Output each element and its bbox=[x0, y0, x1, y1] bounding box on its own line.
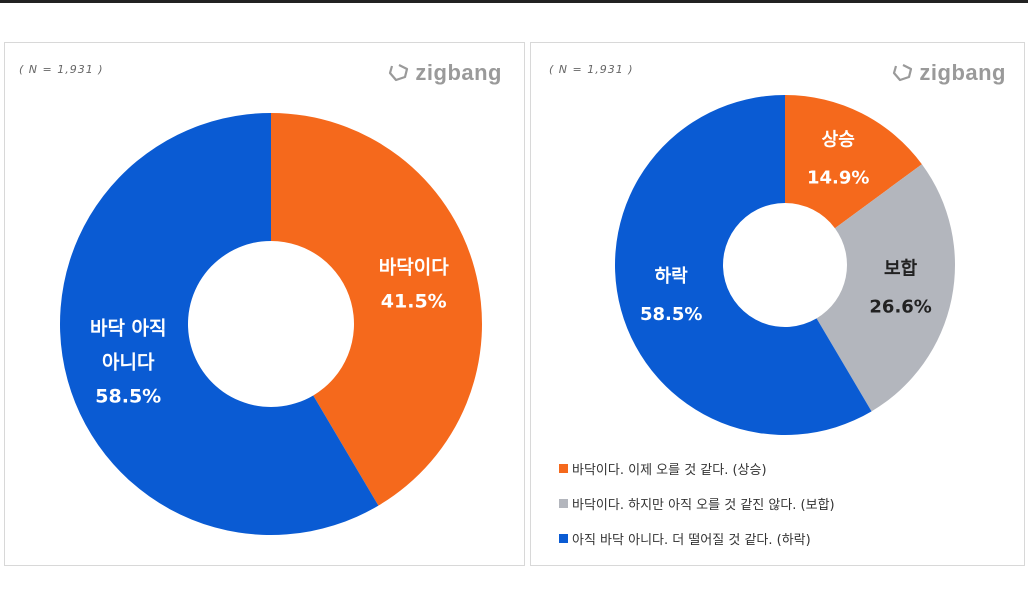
slice-category-label: 보합 bbox=[884, 258, 918, 280]
chart-panel-2: ( N = 1,931 ) zigbang 상승 14.9% 보합 26.6% 하락 58… bbox=[530, 42, 1025, 566]
slice-value-label: 26.6% bbox=[869, 297, 931, 318]
slice-category-label: 상승 bbox=[822, 130, 855, 151]
donut-slice bbox=[60, 113, 379, 535]
slice-category-label: 바닥 아직 bbox=[90, 318, 167, 340]
legend-label: 아직 바닥 아니다. 더 떨어질 것 같다. (하락) bbox=[572, 533, 811, 548]
sample-size-note: ( N = 1,931 ) bbox=[549, 63, 634, 76]
donut-slice bbox=[785, 95, 922, 229]
zigbang-logo-icon bbox=[389, 64, 409, 82]
donut-slice bbox=[816, 164, 955, 412]
legend-label: 바닥이다. 이제 오를 것 같다. (상승) bbox=[572, 463, 767, 478]
sample-size-note: ( N = 1,931 ) bbox=[19, 63, 104, 76]
legend-label: 바닥이다. 하지만 아직 오를 것 같진 않다. (보합) bbox=[572, 498, 835, 513]
slice-value-label: 58.5% bbox=[95, 386, 161, 408]
slice-category-label: 아니다 bbox=[102, 352, 155, 374]
brand-name: zigbang bbox=[415, 60, 502, 85]
slice-value-label: 58.5% bbox=[640, 304, 702, 325]
slice-category-label: 하락 bbox=[655, 266, 689, 287]
legend-swatch bbox=[559, 499, 568, 508]
legend-swatch bbox=[559, 464, 568, 473]
slice-value-label: 14.9% bbox=[807, 168, 869, 189]
chart-legend: 바닥이다. 이제 오를 것 같다. (상승) 바닥이다. 하지만 아직 오를 것… bbox=[559, 457, 835, 562]
legend-item-flat: 바닥이다. 하지만 아직 오를 것 같진 않다. (보합) bbox=[559, 492, 835, 515]
brand-logo: zigbang bbox=[891, 60, 1006, 86]
brand-logo: zigbang bbox=[387, 60, 502, 86]
legend-item-rise: 바닥이다. 이제 오를 것 같다. (상승) bbox=[559, 457, 835, 480]
top-rule bbox=[0, 0, 1028, 3]
slice-category-label: 바닥이다 bbox=[379, 256, 449, 278]
donut-slice bbox=[615, 95, 872, 435]
donut-chart-2: 상승 14.9% 보합 26.6% 하락 58.5% bbox=[615, 95, 955, 435]
donut-slice bbox=[271, 113, 483, 506]
zigbang-logo-icon bbox=[893, 64, 913, 82]
brand-name: zigbang bbox=[919, 60, 1006, 85]
slice-value-label: 41.5% bbox=[381, 290, 447, 312]
legend-swatch bbox=[559, 534, 568, 543]
legend-item-fall: 아직 바닥 아니다. 더 떨어질 것 같다. (하락) bbox=[559, 527, 835, 550]
